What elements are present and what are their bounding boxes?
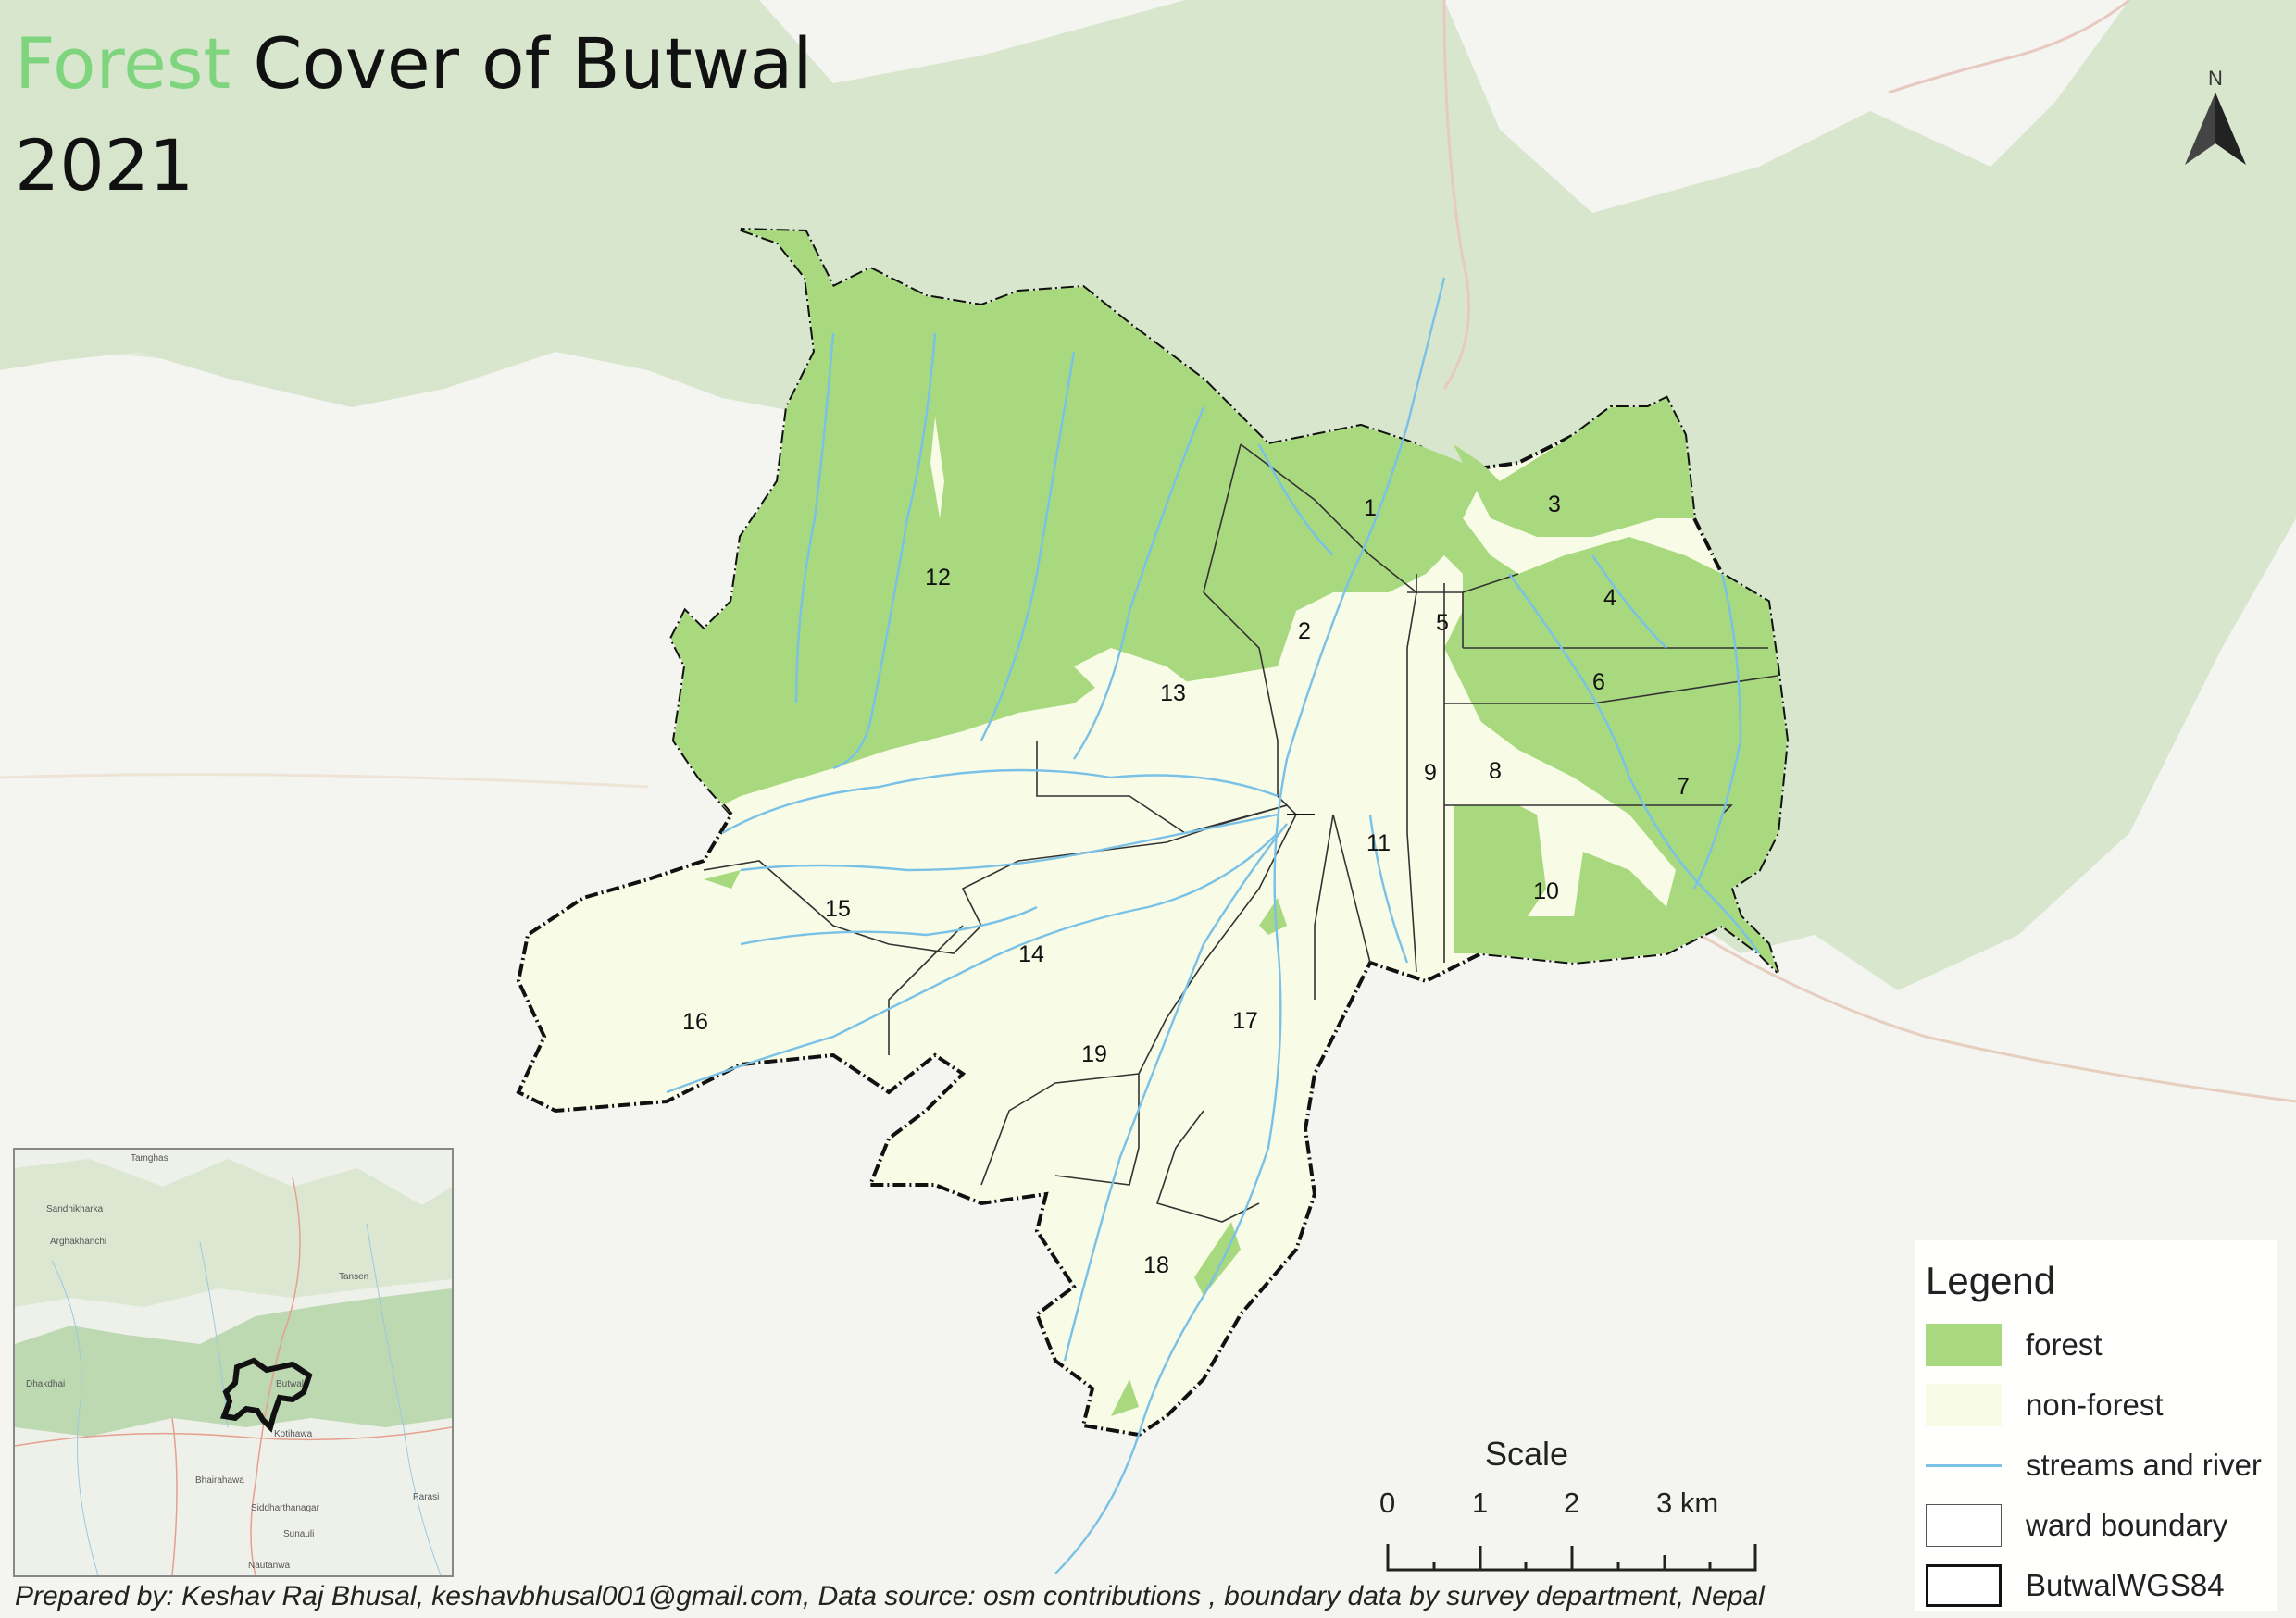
ward-label: 2	[1298, 618, 1311, 644]
scale-title: Scale	[1485, 1435, 1569, 1473]
inset-forest-band	[15, 1288, 452, 1437]
ward-label: 10	[1533, 878, 1559, 904]
scale-tick-label: 1	[1472, 1487, 1489, 1519]
scale-tick-label: 2	[1564, 1487, 1580, 1519]
ward-label: 9	[1424, 760, 1437, 786]
credit-line: Prepared by: Keshav Raj Bhusal, keshavbh…	[15, 1581, 1765, 1612]
inset-place-label: Sandhikharka	[46, 1204, 104, 1214]
ward-boundary-swatch	[1926, 1504, 2002, 1547]
ward-label: 14	[1018, 941, 1044, 967]
ward-label: 7	[1677, 774, 1690, 800]
inset-place-label: Arghakhanchi	[50, 1237, 106, 1247]
forest-swatch	[1926, 1324, 2002, 1366]
inset-butwal-boundary	[219, 1357, 313, 1433]
ward-label: 13	[1160, 680, 1186, 706]
ward-label: 8	[1489, 758, 1502, 784]
north-arrow-left-icon	[2185, 93, 2215, 165]
butwal-boundary-swatch	[1926, 1564, 2002, 1607]
legend-label: non-forest	[2026, 1388, 2164, 1422]
ward-label: 5	[1436, 610, 1449, 636]
inset-place-label: Siddharthanagar	[251, 1503, 320, 1513]
legend-label: forest	[2026, 1327, 2103, 1362]
legend-label: ButwalWGS84	[2026, 1568, 2225, 1602]
legend-item-streams: streams and river	[1926, 1442, 2262, 1488]
legend-item-ward-boundary: ward boundary	[1926, 1502, 2227, 1549]
legend-item-non-forest: non-forest	[1926, 1382, 2164, 1428]
ward-label: 4	[1603, 585, 1616, 611]
ward-label: 3	[1548, 492, 1561, 517]
ward-label: 18	[1143, 1252, 1169, 1278]
stream-line-swatch	[1926, 1444, 2002, 1487]
inset-place-label: Tansen	[339, 1272, 368, 1282]
ward-label: 15	[825, 896, 851, 922]
inset-place-label: Kotihawa	[274, 1429, 313, 1439]
legend-item-forest: forest	[1926, 1322, 2103, 1368]
basemap-roads	[0, 0, 2296, 1103]
ward-label: 12	[925, 565, 951, 591]
legend-label: ward boundary	[2026, 1508, 2228, 1542]
ward-label: 17	[1232, 1008, 1258, 1034]
ward-label: 11	[1366, 830, 1391, 856]
ward-labels: 1 2 3 4 5 6 7 8 9 10 11 12 13 14 15 16 1…	[682, 492, 1690, 1278]
legend-panel: Legend forest non-forest streams and riv…	[1915, 1240, 2277, 1611]
ward-label: 16	[682, 1009, 708, 1035]
ward-label: 6	[1592, 669, 1605, 695]
legend-label: streams and river	[2026, 1448, 2262, 1482]
inset-place-label: Butwal	[276, 1379, 304, 1389]
inset-place-label: Bhairahawa	[195, 1475, 244, 1486]
ward-label: 1	[1364, 495, 1377, 521]
map-title: Forest Cover of Butwal 2021	[15, 13, 812, 217]
north-arrow: N	[2185, 67, 2246, 165]
non-forest-swatch	[1926, 1384, 2002, 1426]
inset-place-label: Dhakdhai	[26, 1379, 65, 1389]
forest-clearings	[930, 417, 1204, 703]
legend-item-butwal: ButwalWGS84	[1926, 1562, 2225, 1609]
inset-roads	[15, 1176, 452, 1575]
title-rest: Cover of Butwal	[231, 22, 813, 105]
inset-place-label: Nautanwa	[248, 1561, 290, 1571]
scale-bar	[1386, 1544, 1757, 1572]
north-arrow-right-icon	[2215, 93, 2246, 165]
title-year: 2021	[15, 124, 194, 206]
inset-place-label: Sunauli	[283, 1529, 314, 1539]
inset-place-label: Tamghas	[131, 1153, 168, 1164]
inset-map-canvas: Tamghas Sandhikharka Arghakhanchi Tansen…	[15, 1150, 452, 1575]
scale-tick-label: 3 km	[1656, 1487, 1719, 1519]
inset-locator-map: Tamghas Sandhikharka Arghakhanchi Tansen…	[13, 1148, 454, 1577]
ward-label: 19	[1081, 1041, 1107, 1067]
inset-place-label: Parasi	[413, 1492, 439, 1502]
inset-streams	[51, 1223, 442, 1575]
inset-hills	[15, 1159, 452, 1307]
north-label: N	[2208, 67, 2223, 90]
legend-title: Legend	[1926, 1259, 2056, 1302]
streams-and-river	[666, 277, 1760, 1574]
scale-tick-label: 0	[1379, 1487, 1396, 1519]
title-highlight: Forest	[15, 22, 231, 105]
